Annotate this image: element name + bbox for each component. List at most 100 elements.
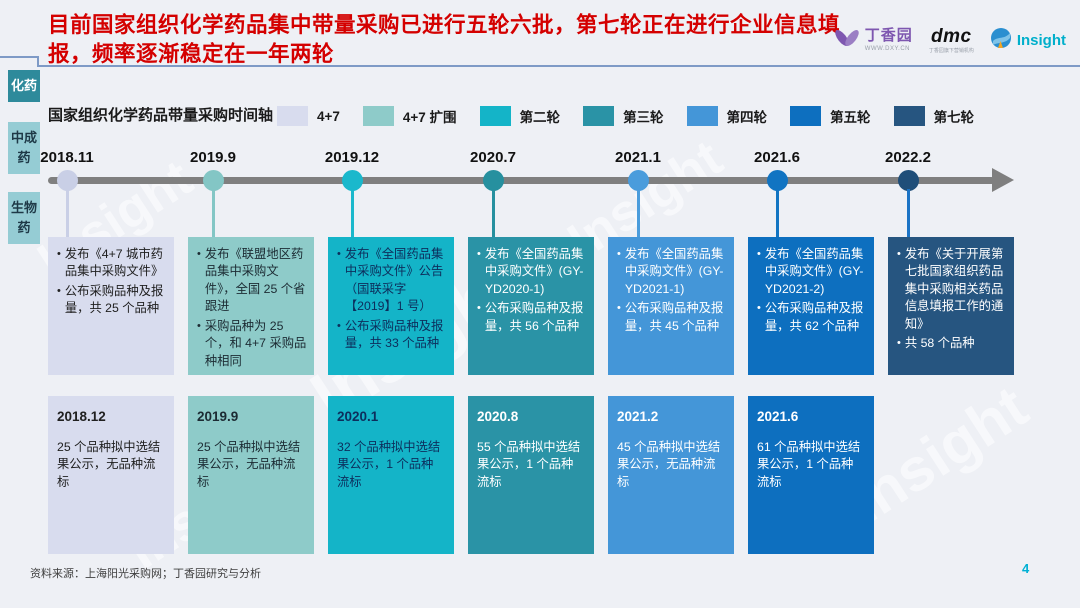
header-divider-left	[0, 56, 37, 58]
event-item: 公布采购品种及报量，共 33 个品种	[334, 318, 447, 353]
timeline-dot	[57, 170, 78, 191]
header-divider-step	[37, 56, 39, 67]
timeline-stem	[351, 189, 354, 237]
result-box-2020-8: 2020.8 55 个品种拟中选结果公示，1 个品种流标	[468, 396, 594, 554]
insight-logo-name: Insight	[1016, 31, 1066, 49]
event-item: 发布《全国药品集中采购文件》(GY-YD2020-1)	[474, 246, 587, 298]
result-text: 25 个品种拟中选结果公示，无品种流标	[197, 439, 301, 490]
dmc-logo: dmc 丁香园旗下营销机构	[929, 27, 974, 54]
timeline-dot	[767, 170, 788, 191]
event-box-2020-7: 发布《全国药品集中采购文件》(GY-YD2020-1) 公布采购品种及报量，共 …	[468, 237, 594, 375]
legend-label: 第七轮	[933, 110, 975, 125]
result-box-2019-9: 2019.9 25 个品种拟中选结果公示，无品种流标	[188, 396, 314, 554]
event-item: 发布《全国药品集中采购文件》公告（国联采字【2019】1 号）	[334, 246, 447, 316]
event-item: 发布《关于开展第七批国家组织药品集中采购相关药品信息填报工作的通知》	[894, 246, 1007, 333]
result-date: 2018.12	[57, 409, 106, 424]
insight-globe-icon	[990, 27, 1012, 54]
event-box-2019-12: 发布《全国药品集中采购文件》公告（国联采字【2019】1 号） 公布采购品种及报…	[328, 237, 454, 375]
legend-swatch	[583, 106, 615, 126]
legend-item: 第三轮	[583, 106, 664, 126]
timeline-stem	[907, 189, 910, 237]
legend-label: 4+7 扩围	[402, 110, 457, 125]
dmc-logo-name: dmc	[931, 25, 972, 47]
legend-swatch	[362, 106, 394, 126]
timeline-stem	[66, 189, 69, 237]
timeline-dot	[342, 170, 363, 191]
page-title: 目前国家组织化学药品集中带量采购已进行五轮六批，第七轮正在进行企业信息填报，频率…	[48, 13, 841, 66]
timeline-dot	[203, 170, 224, 191]
header-divider	[37, 65, 1080, 67]
legend-item: 4+7 扩围	[362, 106, 457, 126]
timeline-date: 2022.2	[885, 149, 931, 166]
event-item: 公布采购品种及报量，共 62 个品种	[754, 300, 867, 335]
timeline-date: 2021.1	[615, 149, 661, 166]
event-box-2021-6: 发布《全国药品集中采购文件》(GY-YD2021-2) 公布采购品种及报量，共 …	[748, 237, 874, 375]
logo-bar: 丁香园 WWW.DXY.CN dmc 丁香园旗下营销机构 Insight	[833, 24, 1066, 56]
dxy-logo: 丁香园 WWW.DXY.CN	[833, 24, 913, 56]
dxy-logo-url: WWW.DXY.CN	[864, 46, 911, 52]
timeline-stem	[492, 189, 495, 237]
result-date: 2021.6	[757, 409, 799, 424]
event-box-2021-1: 发布《全国药品集中采购文件》(GY-YD2021-1) 公布采购品种及报量，共 …	[608, 237, 734, 375]
dmc-logo-tagline: 丁香园旗下营销机构	[928, 47, 974, 54]
timeline-stem	[776, 189, 779, 237]
legend-swatch	[686, 106, 718, 126]
event-item: 发布《全国药品集中采购文件》(GY-YD2021-2)	[754, 246, 867, 298]
event-item: 公布采购品种及报量，共 45 个品种	[614, 300, 727, 335]
legend: 4+7 4+7 扩围 第二轮 第三轮 第四轮 第五轮 第七轮	[277, 106, 974, 126]
event-box-2022-2: 发布《关于开展第七批国家组织药品集中采购相关药品信息填报工作的通知》 共 58 …	[888, 237, 1014, 375]
timeline-date: 2021.6	[754, 149, 800, 166]
result-date: 2020.1	[337, 409, 379, 424]
timeline-stem	[212, 189, 215, 237]
legend-item: 4+7	[277, 106, 340, 126]
legend-title: 国家组织化学药品带量采购时间轴	[48, 107, 274, 124]
timeline-date: 2020.7	[470, 149, 516, 166]
dxy-logo-name: 丁香园	[864, 27, 913, 44]
result-box-2021-2: 2021.2 45 个品种拟中选结果公示，无品种流标	[608, 396, 734, 554]
legend-swatch	[277, 106, 308, 126]
event-box-2018-11: 发布《4+7 城市药品集中采购文件》 公布采购品种及报量，共 25 个品种	[48, 237, 174, 375]
event-item: 公布采购品种及报量，共 25 个品种	[54, 283, 167, 318]
result-date: 2021.2	[617, 409, 659, 424]
timeline-axis	[48, 177, 995, 184]
timeline-date: 2018.11	[40, 149, 94, 166]
event-box-2019-9: 发布《联盟地区药品集中采购文件》，全国 25 个省跟进 采购品种为 25 个，和…	[188, 237, 314, 375]
sidebar-tab-tcm-drugs: 中成药	[8, 122, 40, 175]
timeline-dot	[483, 170, 504, 191]
result-text: 32 个品种拟中选结果公示，1 个品种流标	[337, 439, 441, 490]
legend-item: 第四轮	[686, 106, 768, 126]
timeline-stem	[637, 189, 640, 237]
legend-label: 4+7	[317, 108, 340, 124]
result-text: 55 个品种拟中选结果公示，1 个品种流标	[477, 439, 581, 490]
legend-label: 第三轮	[623, 110, 664, 125]
event-item: 公布采购品种及报量，共 56 个品种	[474, 300, 587, 335]
result-text: 61 个品种拟中选结果公示，1 个品种流标	[757, 439, 861, 490]
legend-item: 第七轮	[893, 106, 975, 126]
timeline-date: 2019.9	[190, 149, 236, 166]
result-text: 45 个品种拟中选结果公示，无品种流标	[617, 439, 721, 490]
event-item: 发布《联盟地区药品集中采购文件》，全国 25 个省跟进	[194, 246, 307, 316]
legend-label: 第五轮	[830, 110, 871, 125]
legend-swatch	[479, 106, 511, 126]
sidebar-tab-chemical-drugs: 化药	[8, 70, 40, 103]
dxy-flower-icon	[833, 24, 860, 56]
legend-label: 第四轮	[726, 110, 768, 125]
timeline-dot	[628, 170, 649, 191]
page-number: 4	[1022, 561, 1030, 576]
insight-logo: Insight	[990, 27, 1066, 54]
timeline-date: 2019.12	[324, 149, 380, 166]
legend-swatch	[790, 106, 822, 126]
timeline-dot	[898, 170, 919, 191]
result-text: 25 个品种拟中选结果公示，无品种流标	[57, 439, 161, 490]
legend-item: 第二轮	[479, 106, 561, 126]
result-box-2021-6: 2021.6 61 个品种拟中选结果公示，1 个品种流标	[748, 396, 874, 554]
legend-label: 第二轮	[519, 110, 561, 125]
result-date: 2019.9	[197, 409, 239, 424]
result-box-2020-1: 2020.1 32 个品种拟中选结果公示，1 个品种流标	[328, 396, 454, 554]
sidebar-tab-biologics: 生物药	[8, 192, 40, 245]
event-item: 共 58 个品种	[894, 335, 1007, 353]
legend-item: 第五轮	[790, 106, 871, 126]
event-item: 发布《全国药品集中采购文件》(GY-YD2021-1)	[614, 246, 727, 298]
event-item: 发布《4+7 城市药品集中采购文件》	[54, 246, 167, 281]
